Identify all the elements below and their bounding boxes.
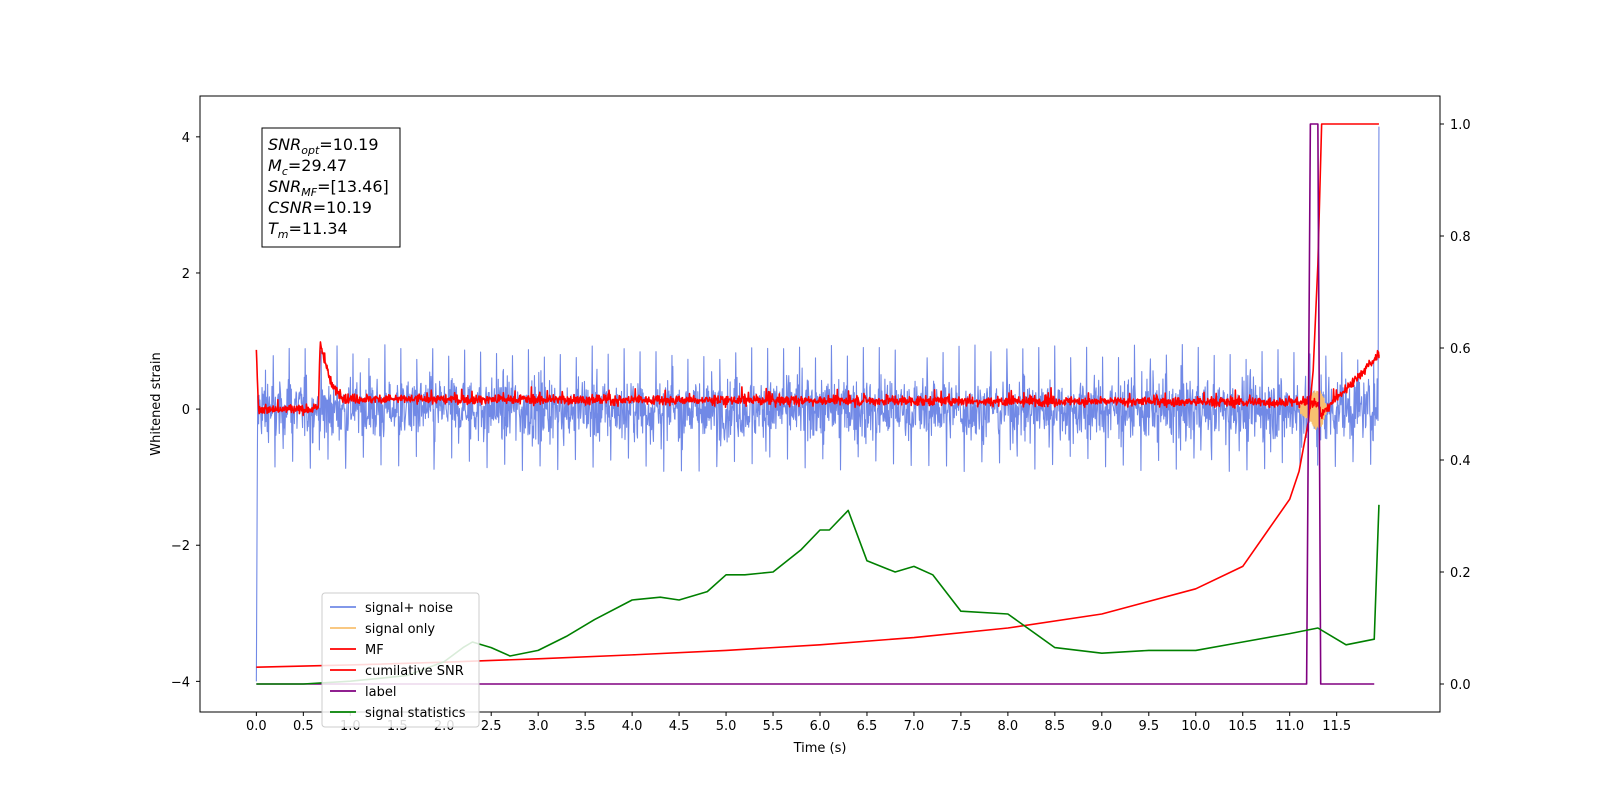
y-tick-label: −4 [171, 675, 190, 690]
x-axis-label: Time (s) [793, 741, 847, 756]
annotation-value: =10.19 [313, 198, 372, 217]
x-tick-label: 0.5 [293, 719, 314, 734]
x-tick-label: 9.0 [1091, 719, 1112, 734]
annotation-line: SNRopt=10.19 [268, 135, 379, 157]
annotation-subscript: opt [301, 144, 320, 157]
annotation-subscript: m [278, 228, 289, 241]
y-axis-label: Whitened strain [149, 352, 164, 455]
annotation-box: SNRopt=10.19Mc=29.47SNRMF=[13.46]CSNR=10… [261, 127, 401, 248]
annotation-symbol: CSNR [268, 198, 313, 217]
annotation-line: Mc=29.47 [268, 156, 347, 178]
y2-tick-label: 0.6 [1450, 342, 1471, 357]
x-tick-label: 3.5 [575, 719, 596, 734]
x-tick-label: 3.0 [528, 719, 549, 734]
x-tick-label: 6.0 [810, 719, 831, 734]
legend: signal+ noise signal only MF cumilative SNR… [321, 592, 480, 728]
x-tick-label: 0.0 [246, 719, 267, 734]
y2-tick-label: 0.2 [1450, 566, 1471, 581]
legend-label-cumilative-snr: cumilative SNR [365, 664, 464, 679]
x-tick-label: 8.5 [1045, 719, 1066, 734]
series-cumilative-snr [256, 123, 1379, 668]
x-tick-label: 10.5 [1228, 719, 1257, 734]
annotation-value: =29.47 [288, 156, 347, 175]
x-tick-label: 4.5 [669, 719, 690, 734]
annotation-frame [261, 127, 401, 248]
legend-label-signal-only: signal only [365, 622, 435, 637]
x-tick-label: 11.0 [1275, 719, 1304, 734]
legend-label-mf: MF [365, 643, 384, 658]
annotation-symbol: SNR [268, 177, 301, 196]
series-mf [255, 341, 1380, 420]
x-tick-label: 9.5 [1138, 719, 1159, 734]
y2-tick-label: 0.8 [1450, 230, 1471, 245]
plot-area [255, 123, 1380, 685]
y2-tick-label: 0.4 [1450, 454, 1471, 469]
legend-label-signal-noise: signal+ noise [365, 601, 453, 616]
annotation-value: =10.19 [319, 135, 378, 154]
x-tick-label: 5.5 [763, 719, 784, 734]
y2-tick-label: 0.0 [1450, 678, 1471, 693]
x-tick-label: 5.0 [716, 719, 737, 734]
legend-label-label: label [365, 685, 396, 700]
annotation-line: Tm=11.34 [268, 219, 348, 241]
series-label [256, 123, 1375, 685]
y-tick-label: 2 [182, 267, 190, 282]
annotation-value: =[13.46] [317, 177, 389, 196]
annotation-value: =11.34 [289, 219, 348, 238]
x-tick-label: 2.5 [481, 719, 502, 734]
x-tick-label: 10.0 [1181, 719, 1210, 734]
annotation-symbol: SNR [268, 135, 301, 154]
annotation-subscript: MF [301, 186, 317, 199]
x-tick-label: 7.5 [951, 719, 972, 734]
x-tick-label: 11.5 [1322, 719, 1351, 734]
y2-tick-label: 1.0 [1450, 118, 1471, 133]
legend-frame [321, 592, 480, 728]
annotation-symbol: T [268, 219, 279, 238]
annotation-subscript: c [282, 165, 288, 178]
annotation-line: SNRMF=[13.46] [268, 177, 389, 199]
y-tick-label: −2 [171, 539, 190, 554]
x-tick-label: 4.0 [622, 719, 643, 734]
x-tick-label: 7.0 [904, 719, 925, 734]
annotation-symbol: M [268, 156, 282, 175]
y-tick-label: 0 [182, 403, 190, 418]
x-tick-label: 6.5 [857, 719, 878, 734]
series-signal-noise [255, 126, 1380, 682]
y-tick-label: 4 [182, 131, 190, 146]
x-tick-label: 8.0 [998, 719, 1019, 734]
annotation-line: CSNR=10.19 [268, 198, 372, 217]
legend-label-signal-statistics: signal statistics [365, 706, 466, 721]
